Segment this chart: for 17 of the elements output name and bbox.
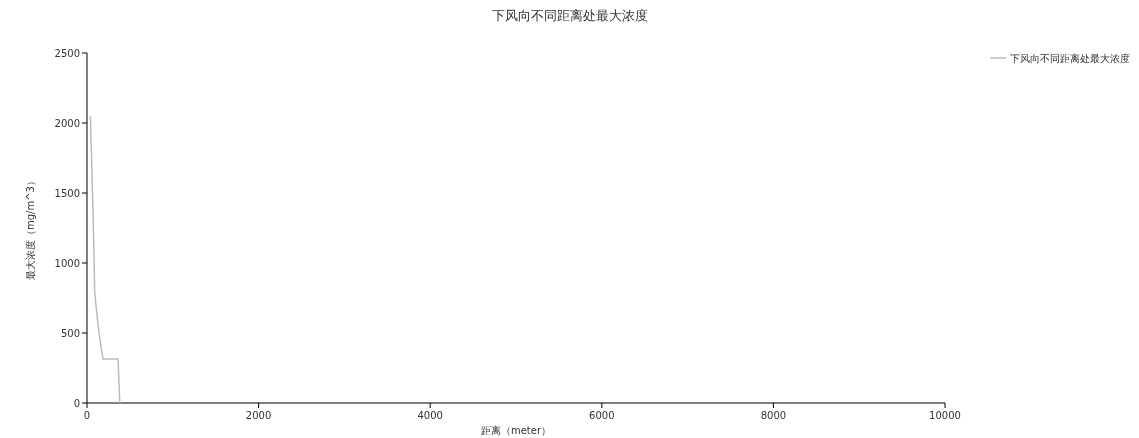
x-tick-label: 4000 [417, 410, 443, 421]
x-axis-title: 距离（meter） [480, 425, 552, 436]
y-tick-label: 2500 [54, 47, 80, 59]
x-tick-label: 10000 [929, 410, 961, 421]
x-tick-label: 8000 [760, 410, 787, 421]
y-tick-label: 500 [60, 327, 80, 339]
y-tick-label: 1500 [54, 187, 80, 199]
x-tick-label: 0 [83, 410, 91, 421]
line-series [89, 115, 121, 404]
x-tick-label: 2000 [245, 410, 272, 421]
x-tick-label: 6000 [589, 410, 615, 421]
legend-label: 下风向不同距离处最大浓度 [1010, 52, 1130, 64]
chart-title: 下风向不同距离处最大浓度 [492, 8, 648, 23]
y-tick-label: 2000 [54, 117, 80, 129]
y-axis-title: 最大浓度（mg/m^3） [25, 176, 36, 280]
y-tick-label: 1000 [54, 257, 80, 269]
y-tick-label: 0 [73, 397, 80, 409]
